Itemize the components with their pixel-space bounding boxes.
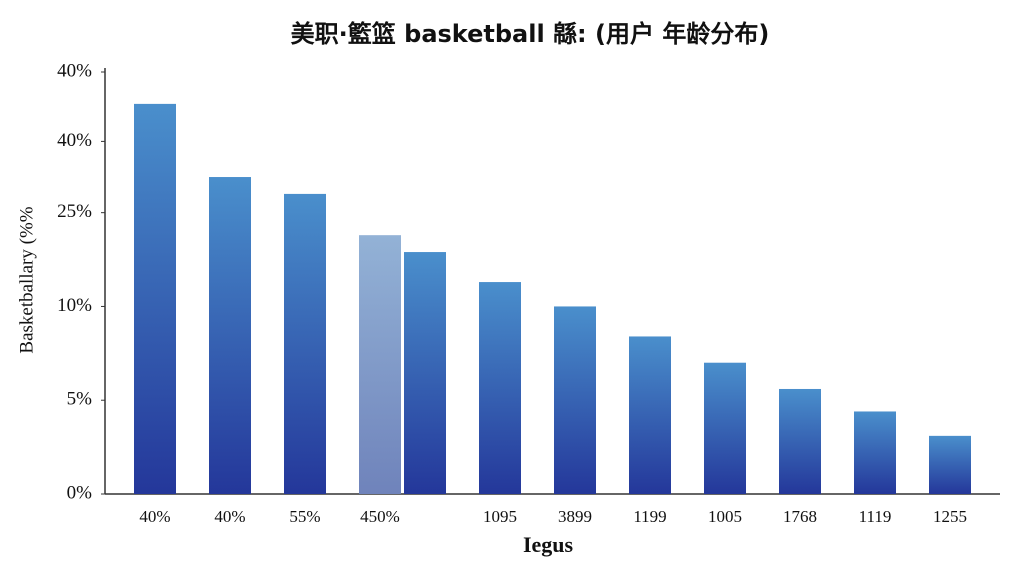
y-tick-label: 40% [57, 60, 92, 81]
x-tick-label: 1199 [633, 507, 666, 526]
bar [134, 103, 176, 494]
x-tick-label: 1095 [483, 507, 517, 526]
bar [704, 362, 746, 494]
y-tick-label: 40% [57, 130, 92, 151]
x-tick-label: 40% [214, 507, 245, 526]
x-tick-label: 1119 [859, 507, 892, 526]
x-axis-label: Iegus [523, 532, 574, 557]
bar [209, 177, 251, 494]
chart-title: 美职·籃篮 basketball 緜: (用户 年龄分布) [291, 20, 770, 48]
bar [929, 435, 971, 494]
bar [404, 252, 446, 494]
x-tick-label: 3899 [558, 507, 592, 526]
bar [284, 193, 326, 494]
y-tick-label: 25% [57, 201, 92, 222]
bar [779, 388, 821, 494]
bar [359, 235, 401, 494]
x-tick-label: 1768 [783, 507, 817, 526]
x-tick-label: 55% [289, 507, 320, 526]
bar [854, 411, 896, 494]
y-tick-label: 0% [67, 482, 93, 503]
bar [629, 336, 671, 494]
bar [554, 306, 596, 494]
x-tick-label: 40% [139, 507, 170, 526]
x-tick-label: 1255 [933, 507, 967, 526]
bar [479, 282, 521, 494]
x-tick-label: 1005 [708, 507, 742, 526]
x-tick-label: 450% [360, 507, 400, 526]
y-axis-label: Basketballary (%% [16, 206, 37, 353]
y-tick-label: 10% [57, 295, 92, 316]
y-tick-label: 5% [67, 389, 93, 410]
